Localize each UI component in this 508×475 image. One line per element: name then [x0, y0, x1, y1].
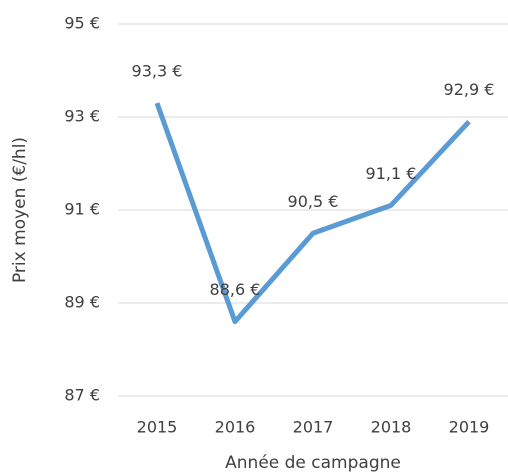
y-tick-label: 89 € — [64, 293, 100, 312]
data-label: 91,1 € — [366, 164, 417, 183]
y-tick-label: 95 € — [64, 14, 100, 33]
y-tick-label: 91 € — [64, 200, 100, 219]
x-tick-label: 2016 — [215, 418, 256, 437]
y-tick-label: 93 € — [64, 107, 100, 126]
line — [154, 102, 471, 325]
data-label: 92,9 € — [444, 80, 495, 99]
x-tick-label: 2015 — [137, 418, 178, 437]
x-tick-label: 2018 — [371, 418, 412, 437]
data-label: 93,3 € — [132, 62, 183, 81]
x-tick-label: 2019 — [449, 418, 490, 437]
x-tick-label: 2017 — [293, 418, 334, 437]
y-axis-title: Prix moyen (€/hl) — [10, 137, 30, 283]
x-axis-title: Année de campagne — [225, 453, 401, 473]
y-tick-label: 87 € — [64, 386, 100, 405]
data-label: 90,5 € — [288, 192, 339, 211]
data-label: 88,6 € — [210, 280, 261, 299]
